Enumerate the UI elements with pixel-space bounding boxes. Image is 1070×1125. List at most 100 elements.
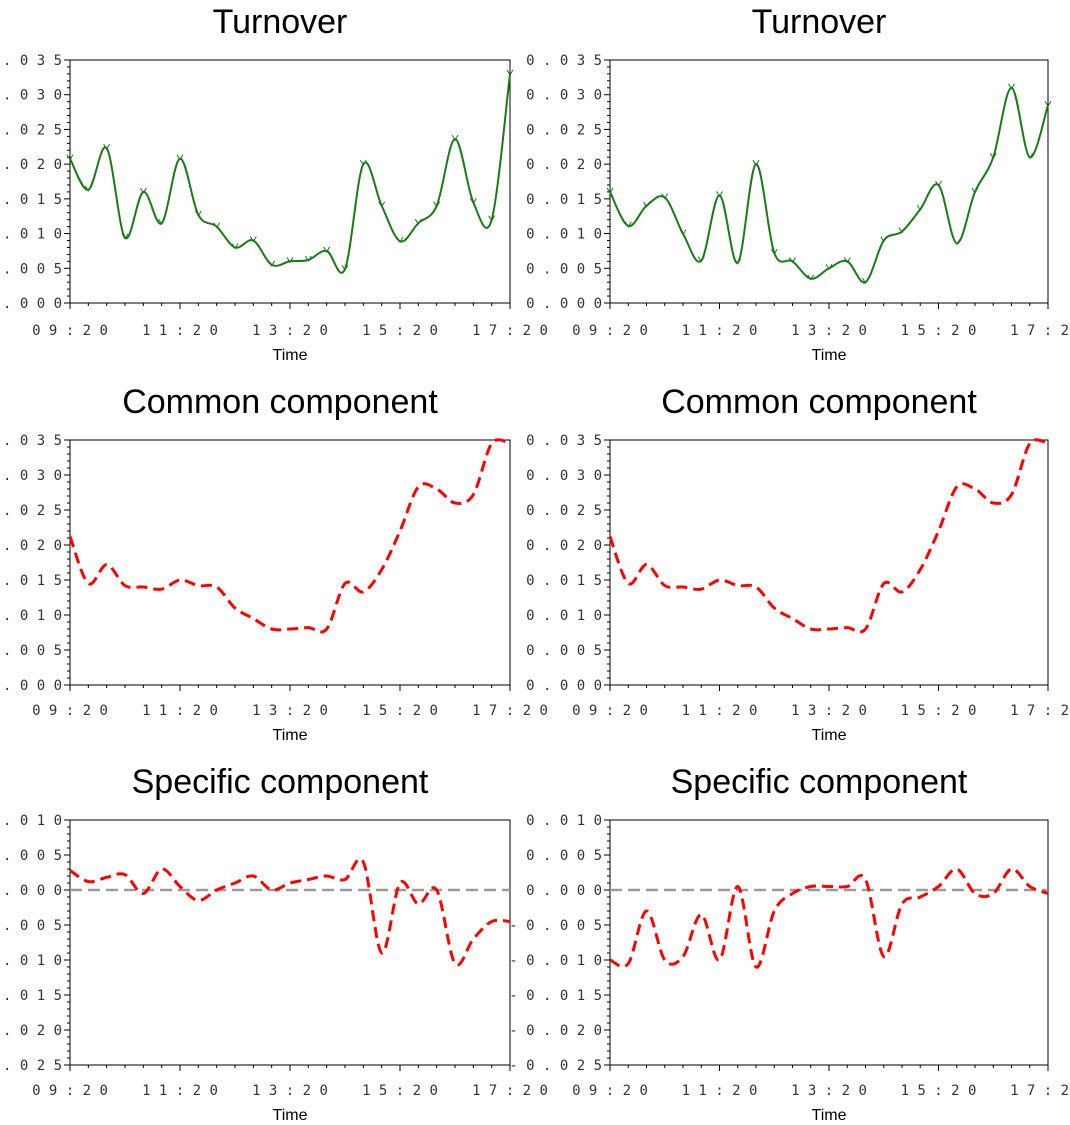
y-tick-label: 0 . 0 0 0 (526, 296, 602, 312)
x-tick-label: 1 3 : 2 0 (252, 323, 328, 339)
y-tick-label: 0 . 0 1 5 (526, 192, 602, 208)
data-point (506, 69, 514, 76)
data-point (880, 236, 888, 243)
data-point (734, 258, 742, 265)
series-line-1 (68, 438, 511, 634)
data-point (862, 277, 869, 285)
x-axis-label: Time (273, 347, 308, 364)
y-tick-label: 0 . 0 0 5 (526, 643, 602, 659)
series-line-1 (608, 438, 1049, 634)
data-point (916, 205, 924, 212)
y-tick-label: 0 . 0 2 5 (0, 122, 62, 138)
data-point (825, 264, 833, 271)
x-tick-label: 1 3 : 2 0 (252, 703, 328, 719)
x-tick-label: 0 9 : 2 0 (572, 1083, 648, 1099)
y-tick-label: - 0 . 0 1 0 (509, 953, 602, 969)
data-point (231, 243, 239, 250)
y-tick-label: 0 . 0 3 0 (526, 88, 602, 104)
chart-panel-4: Common component 0 . 0 0 0 0 . 0 0 5 0 . 0 … (526, 383, 1070, 744)
y-tick-label: 0 . 0 0 5 (0, 848, 62, 864)
series-line-1 (69, 73, 511, 274)
x-tick-label: 1 1 : 2 0 (142, 1083, 218, 1099)
data-point (697, 256, 705, 263)
data-point (643, 201, 650, 208)
data-point (213, 222, 221, 229)
series-line-1 (609, 867, 1049, 969)
y-tick-label: 0 . 0 3 5 (0, 53, 62, 69)
chart-title: Common component (122, 383, 438, 421)
data-point (971, 187, 979, 194)
x-axis-label: Time (273, 727, 308, 744)
chart-panel-2: Turnover 0 . 0 0 0 0 . 0 0 5 0 . 0 1 0 0 . 0… (526, 3, 1070, 364)
data-point (121, 233, 129, 240)
data-point (1008, 83, 1015, 90)
y-tick-label: 0 . 0 2 0 (526, 157, 602, 173)
data-point (451, 134, 459, 142)
data-point (268, 260, 276, 267)
chart-panel-6: Specific component - 0 . 0 2 5 - 0 . 0 2 0… (509, 763, 1070, 1124)
x-tick-label: 1 7 : 2 0 (472, 703, 548, 719)
x-tick-label: 1 1 : 2 0 (682, 1083, 758, 1099)
data-point (469, 198, 477, 205)
y-tick-label: - 0 . 0 0 5 (509, 918, 602, 934)
x-tick-label: 1 5 : 2 0 (362, 703, 438, 719)
data-point (414, 218, 422, 226)
chart-title: Specific component (132, 763, 429, 801)
plot-frame (609, 439, 1049, 686)
y-tick-label: 0 . 0 0 5 (526, 848, 602, 864)
series-line-1 (69, 857, 511, 967)
data-point (789, 257, 796, 264)
x-tick-label: 0 9 : 2 0 (32, 1083, 108, 1099)
chart-title: Turnover (752, 3, 887, 41)
data-point (1026, 152, 1034, 160)
data-point (176, 154, 184, 161)
data-point (935, 180, 942, 187)
chart-title: Specific component (671, 763, 968, 801)
data-point (359, 159, 367, 167)
x-tick-label: 1 3 : 2 0 (791, 703, 867, 719)
y-tick-label: 0 . 0 1 0 (526, 608, 602, 624)
y-tick-label: 0 . 0 1 0 (0, 608, 62, 624)
data-point (84, 185, 92, 192)
y-tick-label: - 0 . 0 0 5 (0, 918, 62, 934)
data-point (752, 159, 760, 167)
x-tick-label: 1 7 : 2 0 (472, 1083, 548, 1099)
data-point (103, 143, 111, 151)
y-tick-label: 0 . 0 3 5 (0, 433, 62, 449)
data-point (716, 191, 723, 198)
plot-frame (69, 439, 511, 686)
y-tick-label: 0 . 0 2 5 (0, 503, 62, 519)
x-tick-label: 1 1 : 2 0 (682, 323, 758, 339)
y-tick-label: 0 . 0 2 0 (526, 538, 602, 554)
x-tick-label: 1 5 : 2 0 (901, 323, 977, 339)
y-tick-label: 0 . 0 2 5 (526, 122, 602, 138)
data-point (323, 246, 331, 253)
data-point (953, 239, 961, 246)
data-point (488, 215, 496, 222)
series-line-1 (609, 86, 1049, 284)
plot-frame (609, 59, 1049, 304)
chart-title: Turnover (213, 3, 348, 41)
data-point (661, 193, 669, 200)
y-tick-label: 0 . 0 2 5 (526, 503, 602, 519)
x-tick-label: 1 7 : 2 0 (1010, 703, 1070, 719)
y-tick-label: 0 . 0 3 5 (526, 53, 602, 69)
x-tick-label: 1 7 : 2 0 (472, 323, 548, 339)
x-tick-label: 0 9 : 2 0 (572, 323, 648, 339)
x-tick-label: 0 9 : 2 0 (32, 703, 108, 719)
y-tick-label: - 0 . 0 1 0 (0, 953, 62, 969)
x-axis-label: Time (812, 347, 847, 364)
x-axis-label: Time (812, 1107, 847, 1124)
x-tick-label: 1 3 : 2 0 (791, 1083, 867, 1099)
data-point (1044, 100, 1052, 108)
y-tick-label: 0 . 0 0 0 (0, 296, 62, 312)
data-point (304, 255, 312, 262)
x-tick-label: 0 9 : 2 0 (572, 703, 648, 719)
data-point (770, 248, 778, 255)
y-tick-label: 0 . 0 0 5 (526, 261, 602, 277)
data-point (898, 227, 906, 234)
y-tick-label: 0 . 0 0 0 (0, 678, 62, 694)
chart-panel-1: Turnover 0 . 0 0 0 0 . 0 0 5 0 . 0 1 0 0 . 0… (0, 3, 548, 364)
y-tick-label: - 0 . 0 1 5 (0, 988, 62, 1004)
